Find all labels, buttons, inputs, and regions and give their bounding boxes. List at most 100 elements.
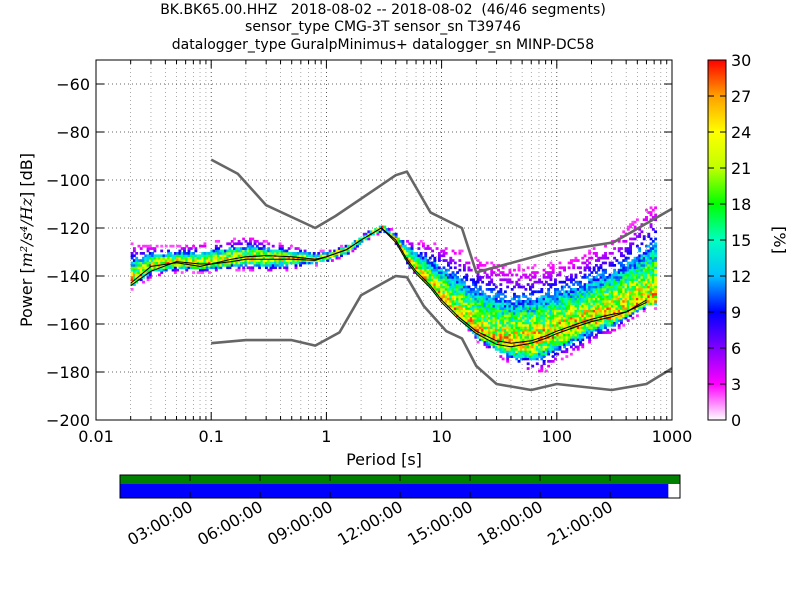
psd-density-cell: [481, 300, 485, 303]
psd-density-cell: [462, 316, 466, 320]
psd-density-cell: [483, 340, 487, 344]
psd-density-cell: [542, 328, 546, 332]
psd-density-cell: [642, 271, 646, 274]
psd-density-cell: [269, 249, 273, 253]
psd-density-cell: [526, 283, 530, 286]
psd-density-cell: [540, 331, 544, 334]
psd-density-cell: [574, 309, 578, 313]
psd-density-cell: [503, 309, 507, 313]
psd-density-cell: [169, 254, 173, 258]
psd-density-cell: [581, 285, 585, 289]
psd-density-cell: [638, 256, 642, 260]
psd-density-cell: [481, 328, 485, 332]
psd-density-cell: [460, 249, 464, 253]
psd-density-cell: [472, 280, 475, 284]
psd-density-cell: [579, 326, 582, 330]
psd-density-cell: [465, 319, 469, 322]
psd-density-cell: [490, 280, 494, 284]
psd-density-cell: [569, 300, 573, 303]
psd-density-cell: [597, 278, 601, 282]
psd-density-cell: [626, 295, 630, 298]
psd-density-cell: [474, 295, 478, 298]
psd-density-cell: [560, 343, 564, 346]
psd-density-cell: [387, 228, 391, 231]
psd-density-cell: [547, 264, 551, 267]
psd-density-cell: [563, 304, 566, 308]
psd-density-cell: [506, 331, 510, 334]
psd-density-cell: [554, 326, 557, 330]
psd-density-cell: [585, 314, 589, 318]
psd-density-cell: [535, 350, 539, 354]
psd-density-cell: [456, 278, 460, 282]
psd-density-cell: [585, 316, 589, 320]
psd-density-cell: [544, 295, 548, 298]
psd-density-cell: [626, 278, 630, 282]
psd-density-cell: [447, 288, 450, 291]
psd-density-cell: [535, 321, 539, 325]
psd-density-cell: [506, 304, 510, 308]
psd-density-cell: [620, 247, 623, 250]
psd-density-cell: [538, 304, 541, 308]
psd-density-cell: [576, 292, 580, 296]
psd-density-cell: [547, 316, 551, 320]
psd-density-cell: [594, 333, 598, 337]
psd-density-cell: [280, 261, 284, 265]
psd-density-cell: [153, 256, 157, 260]
psd-density-cell: [299, 261, 302, 265]
psd-density-cell: [635, 235, 639, 238]
psd-density-cell: [569, 352, 573, 356]
psd-density-cell: [588, 316, 592, 320]
psd-density-cell: [280, 256, 284, 260]
psd-density-cell: [601, 268, 605, 272]
psd-density-cell: [253, 259, 257, 262]
psd-density-cell: [540, 367, 544, 370]
psd-density-cell: [620, 268, 623, 272]
psd-density-cell: [417, 264, 421, 267]
psd-density-cell: [540, 312, 544, 315]
psd-density-cell: [173, 268, 177, 272]
psd-density-cell: [183, 264, 186, 267]
psd-density-cell: [515, 324, 519, 327]
psd-density-cell: [431, 271, 434, 274]
psd-density-cell: [399, 242, 403, 246]
psd-density-cell: [205, 266, 209, 270]
psd-density-cell: [638, 232, 642, 236]
psd-density-cell: [651, 271, 655, 274]
psd-density-cell: [162, 261, 166, 265]
psd-density-cell: [585, 326, 589, 330]
psd-density-cell: [538, 333, 541, 337]
psd-density-cell: [576, 300, 580, 303]
psd-density-cell: [508, 304, 512, 308]
psd-density-cell: [613, 292, 617, 296]
psd-density-cell: [465, 278, 469, 282]
psd-density-cell: [597, 295, 601, 298]
psd-density-cell: [453, 297, 457, 301]
psd-density-cell: [269, 266, 273, 270]
psd-density-cell: [629, 290, 632, 294]
psd-density-cell: [556, 290, 560, 294]
psd-density-cell: [588, 266, 592, 270]
colorbar-tick-label: 3: [731, 375, 741, 394]
psd-density-cell: [353, 247, 357, 250]
psd-density-cell: [146, 249, 150, 253]
psd-density-cell: [574, 331, 578, 334]
psd-density-cell: [335, 256, 339, 260]
psd-density-cell: [237, 247, 241, 250]
psd-density-cell: [590, 309, 594, 313]
psd-density-cell: [610, 309, 614, 313]
psd-density-cell: [510, 340, 514, 344]
psd-density-cell: [233, 261, 236, 265]
psd-density-cell: [542, 297, 546, 301]
psd-density-cell: [242, 254, 246, 258]
psd-density-cell: [212, 256, 216, 260]
psd-density-cell: [483, 314, 487, 318]
psd-density-cell: [597, 316, 601, 320]
psd-density-cell: [144, 259, 148, 262]
psd-density-cell: [617, 309, 621, 313]
psd-density-cell: [453, 302, 457, 306]
psd-density-cell: [208, 259, 211, 262]
psd-density-cell: [640, 254, 644, 258]
psd-density-cell: [356, 242, 359, 246]
psd-density-cell: [538, 278, 541, 282]
psd-density-cell: [535, 328, 539, 332]
